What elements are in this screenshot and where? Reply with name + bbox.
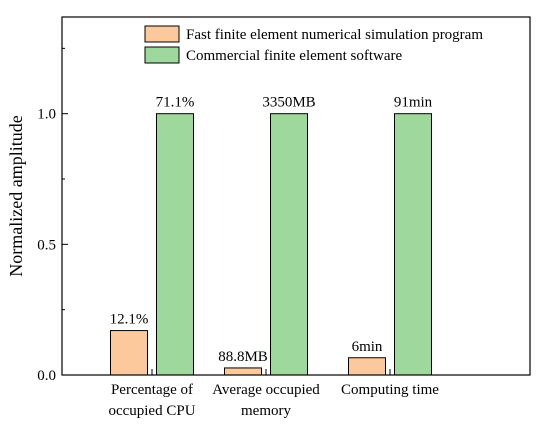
- x-tick-label: Percentage of: [111, 382, 193, 398]
- y-tick-label: 1.0: [37, 107, 56, 123]
- bar-fast-program-2: [224, 367, 262, 376]
- bar-fast-program-1: [110, 330, 148, 376]
- bar-commercial-software-3: [394, 113, 432, 376]
- legend-label: Commercial finite element software: [186, 48, 403, 64]
- bar-value-label: 71.1%: [156, 95, 195, 111]
- legend-label: Fast finite element numerical simulation…: [186, 27, 483, 43]
- x-axis: Percentage of occupied CPU Average occupie…: [108, 369, 439, 419]
- y-tick-label: 0.5: [37, 237, 56, 253]
- bar-labels: 12.1% 88.8MB 6min 71.1% 3350MB 91min: [110, 95, 433, 365]
- bar-value-label: 91min: [394, 95, 433, 111]
- x-tick-label: memory: [241, 403, 291, 419]
- y-tick-label: 0.0: [37, 368, 56, 384]
- bar-commercial-software-2: [270, 113, 308, 376]
- x-tick-label: occupied CPU: [108, 403, 195, 419]
- plot-frame: [61, 16, 531, 376]
- bar-value-label: 12.1%: [110, 312, 149, 328]
- legend: Fast finite element numerical simulation…: [144, 25, 483, 64]
- legend-swatch: [144, 46, 180, 64]
- bars: [110, 113, 432, 376]
- bar-value-label: 6min: [352, 339, 383, 355]
- bar-value-label: 3350MB: [262, 95, 315, 111]
- y-axis: 0.0 0.5 1.0: [37, 47, 68, 384]
- y-axis-label: Normalized amplitude: [6, 115, 26, 276]
- bar-fast-program-3: [348, 357, 386, 376]
- x-tick-label: Average occupied: [212, 382, 320, 398]
- bar-value-label: 88.8MB: [218, 349, 268, 365]
- legend-swatch: [144, 25, 180, 43]
- bar-commercial-software-1: [156, 113, 194, 376]
- x-tick-label: Computing time: [341, 382, 439, 398]
